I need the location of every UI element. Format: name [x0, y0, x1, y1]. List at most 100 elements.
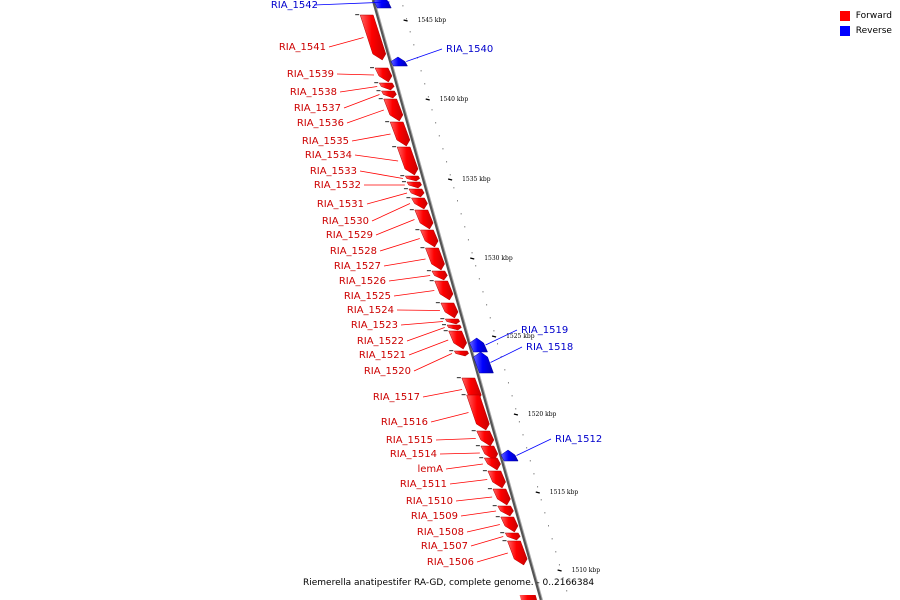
gene-ria-1536-arrow [383, 98, 404, 122]
gene-ria-1537-marker [376, 90, 381, 92]
gene-ria-1534-leader [354, 154, 399, 162]
guide-dot [489, 317, 491, 319]
gene-ria-1524-leader [396, 309, 440, 311]
gene-ria-1538-marker [374, 82, 379, 84]
gene-ria-1518-label: RIA_1518 [526, 342, 573, 353]
guide-dot [518, 421, 520, 423]
tick-mark [403, 19, 408, 22]
guide-dot [497, 343, 499, 345]
gene-ria-1511-arrow [487, 470, 506, 489]
legend-reverse-label: Reverse [855, 25, 892, 36]
guide-dot [544, 512, 546, 514]
guide-dot [500, 356, 502, 358]
tick-mark [557, 569, 562, 572]
gene-ria-1537-label: RIA_1537 [294, 103, 341, 114]
tick-label: 1535 kbp [462, 176, 491, 183]
gene-ria-1525-label: RIA_1525 [344, 291, 391, 302]
gene-ria-1518-leader [490, 346, 523, 363]
gene-ria-1530-marker [406, 197, 411, 199]
tick-label: 1540 kbp [440, 96, 469, 103]
gene-ria-1528-leader [379, 238, 420, 252]
gene-ria-1534-label: RIA_1534 [305, 150, 352, 161]
gene-ria-1512-label: RIA_1512 [555, 434, 602, 445]
tick-mark [513, 413, 519, 416]
gene-ria-1520-label: RIA_1520 [364, 366, 411, 377]
gene-ria-1534-marker [392, 146, 397, 148]
gene-ria-1538-label: RIA_1538 [290, 87, 337, 98]
guide-dot [515, 408, 517, 410]
gene-ria-1526-leader [388, 275, 431, 282]
guide-dot [464, 226, 466, 228]
gene-ria-1535-arrow [389, 121, 411, 147]
gene-ria-1532-marker [401, 181, 406, 183]
guide-dot [402, 5, 404, 7]
guide-dot [551, 538, 553, 540]
legend-forward-label: Forward [855, 10, 892, 21]
gene-ria-1521-label: RIA_1521 [359, 350, 406, 361]
gene-ria-1508-leader [466, 524, 500, 533]
guide-dot [427, 96, 429, 98]
guide-dot [482, 291, 484, 293]
gene-ria-1517-marker [456, 377, 461, 379]
gene-ria-1540-label: RIA_1540 [446, 44, 493, 55]
guide-dot [511, 395, 513, 397]
gene-ria-1527-marker [420, 247, 425, 249]
gene-ria-1526-marker [426, 270, 431, 272]
gene-lema-leader [445, 463, 483, 470]
gene-ria-1510-leader [455, 496, 493, 502]
gene-ria-1528-marker [415, 229, 420, 231]
gene-ria-1541-label: RIA_1541 [279, 42, 326, 53]
tick-label: 1545 kbp [418, 17, 447, 24]
gene-ria-1526-label: RIA_1526 [339, 276, 386, 287]
tick-label: 1525 kbp [506, 333, 535, 340]
gene-ria-1510-arrow [492, 488, 511, 506]
guide-dot [529, 460, 531, 462]
gene-ria-1530-leader [371, 203, 411, 222]
gene-ria-1537-arrow [381, 90, 397, 99]
gene-ria-1542-label: RIA_1542 [271, 0, 318, 11]
gene-ria-1529-label: RIA_1529 [326, 230, 373, 241]
gene-ria-1509-marker [492, 505, 497, 507]
gene-ria-1509-arrow [497, 505, 514, 517]
gene-ria-1520-leader [413, 353, 453, 372]
guide-dot [435, 122, 437, 124]
tick-mark [425, 98, 430, 101]
gene-ria-1514-label: RIA_1514 [390, 449, 437, 460]
gene-ria-1532-arrow [406, 181, 422, 189]
gene-ria-1541-arrow [359, 14, 387, 61]
guide-dot [431, 109, 433, 111]
gene-ria-1514-arrow [480, 445, 499, 461]
gene-ria-1514-marker [475, 445, 480, 447]
tick-label: 1530 kbp [484, 255, 513, 262]
gene-ria-1536-leader [346, 109, 384, 124]
guide-dot [413, 44, 415, 46]
gene-ria-1538-arrow [378, 82, 395, 91]
gene-ria-1507-marker [500, 532, 505, 534]
gene-ria-1527-label: RIA_1527 [334, 261, 381, 272]
guide-dot [471, 252, 473, 254]
guide-dot [504, 369, 506, 371]
gene-ria-1517-label: RIA_1517 [373, 392, 420, 403]
genome-axis-shade [374, 0, 543, 600]
guide-dot [460, 213, 462, 215]
gene-ria-1536-marker [378, 98, 383, 100]
gene-ria-1532-label: RIA_1532 [314, 180, 361, 191]
guide-dot [406, 18, 408, 20]
tick-label: 1520 kbp [528, 411, 557, 418]
gene-ria-1507-label: RIA_1507 [421, 541, 468, 552]
genome-axis [371, 0, 543, 600]
gene-ria-1527-arrow [425, 247, 445, 271]
gene-ria-1539-leader [336, 73, 375, 76]
guide-dot [420, 70, 422, 72]
tick-mark [535, 491, 540, 494]
gene-ria-1511-leader [449, 479, 488, 485]
tick-mark [491, 335, 497, 338]
gene-ria-1523-label: RIA_1523 [351, 320, 398, 331]
gene-ria-1521-leader [408, 339, 449, 356]
legend-reverse: Reverse [839, 23, 892, 38]
gene-ria-1506-leader [476, 552, 508, 563]
gene-ria-1530-label: RIA_1530 [322, 216, 369, 227]
guide-dot [478, 278, 480, 280]
gene-ria-1524-arrow [440, 302, 459, 319]
guide-dot [522, 434, 524, 436]
